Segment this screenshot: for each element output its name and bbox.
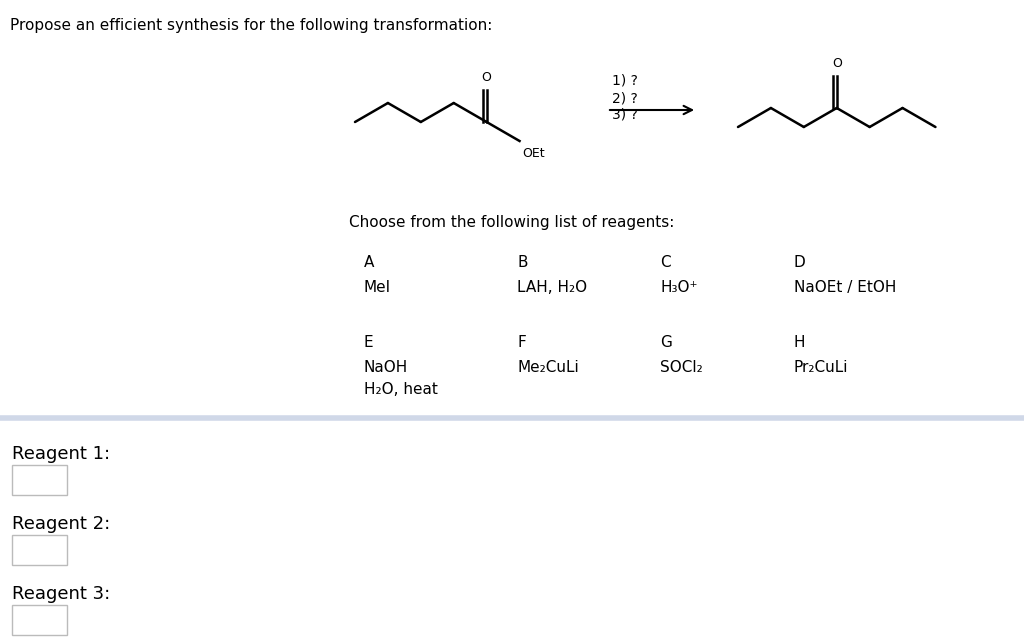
Bar [12,605,67,635]
Text: MeI: MeI [364,280,390,295]
Text: NaOH
H₂O, heat: NaOH H₂O, heat [364,360,437,397]
Text: Choose from the following list of reagents:: Choose from the following list of reagen… [349,215,675,230]
Text: O: O [481,71,492,84]
Text: O: O [831,57,842,70]
Text: C: C [660,255,671,270]
Text: H: H [794,335,805,350]
Text: Reagent 3:: Reagent 3: [12,585,111,603]
Text: OEt: OEt [522,147,545,160]
Text: A: A [364,255,374,270]
Text: Pr₂CuLi: Pr₂CuLi [794,360,848,375]
Text: 1) ?: 1) ? [612,73,638,87]
Text: Reagent 1:: Reagent 1: [12,445,111,463]
Text: G: G [660,335,673,350]
Text: F: F [517,335,526,350]
Text: B: B [517,255,527,270]
Text: E: E [364,335,373,350]
Text: NaOEt / EtOH: NaOEt / EtOH [794,280,896,295]
Text: D: D [794,255,805,270]
Bar [12,535,67,565]
Text: 2) ?: 2) ? [612,91,638,105]
Text: 3) ?: 3) ? [612,108,638,122]
Text: SOCl₂: SOCl₂ [660,360,703,375]
Text: Me₂CuLi: Me₂CuLi [517,360,579,375]
Bar [12,465,67,495]
Text: Reagent 2:: Reagent 2: [12,515,111,533]
Text: H₃O⁺: H₃O⁺ [660,280,698,295]
Text: Propose an efficient synthesis for the following transformation:: Propose an efficient synthesis for the f… [10,18,493,33]
Text: LAH, H₂O: LAH, H₂O [517,280,587,295]
